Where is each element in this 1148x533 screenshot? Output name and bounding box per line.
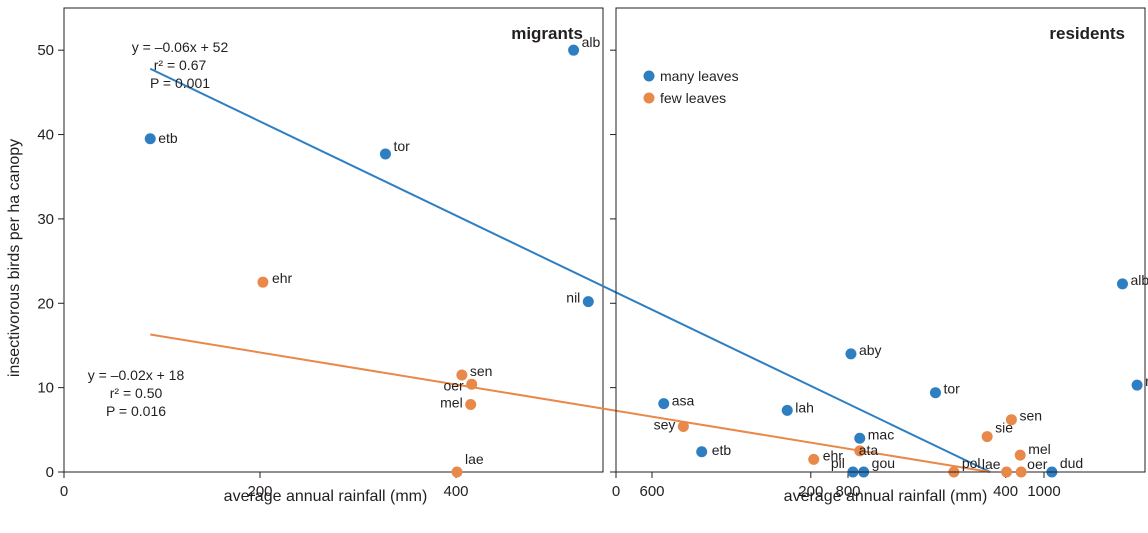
- x-tick-label: 200: [798, 483, 823, 500]
- point-label-mac: mac: [868, 426, 894, 442]
- point-label-oer: oer: [443, 377, 464, 393]
- point-label-nil: nil: [1145, 373, 1148, 389]
- x-axis-label: average annual rainfall (mm): [784, 488, 988, 505]
- regression-r2: r² = 0.50: [110, 385, 163, 401]
- residents-panel: 0 200 400 600 800 1000 average annual rainfall…: [610, 7, 1148, 505]
- regression-line: [149, 67, 991, 473]
- point-label-alb: alb: [582, 34, 601, 50]
- point-label-etb: etb: [158, 130, 178, 146]
- x-tick-label: 200: [247, 483, 272, 500]
- x-axis-label: average annual rainfall (mm): [224, 488, 428, 505]
- migrants-panel: 0 200 400 600 800 1000 0 10 20 30 40 50 average annu…: [37, 7, 1083, 505]
- point-label-sey: sey: [654, 416, 676, 432]
- point-label-gou: gou: [872, 455, 895, 471]
- point-label-sen: sen: [1019, 408, 1042, 424]
- data-point-etb: [144, 133, 156, 145]
- data-point-asa: [658, 398, 670, 410]
- y-tick-label: 20: [37, 295, 54, 312]
- panel-title: migrants: [511, 24, 583, 43]
- regression-p: P = 0.016: [106, 403, 166, 419]
- data-point-tor: [379, 148, 391, 160]
- x-tick-label: 0: [612, 483, 620, 500]
- point-label-asa: asa: [672, 393, 695, 409]
- legend-label-few: few leaves: [660, 90, 726, 106]
- data-point-ehr: [808, 453, 820, 465]
- data-point-sie: [981, 431, 993, 443]
- data-point-aby: [845, 348, 857, 360]
- x-tick-label: 400: [443, 483, 468, 500]
- legend-label-many: many leaves: [660, 68, 739, 84]
- data-point-mac: [854, 432, 866, 444]
- legend-marker-many: [643, 70, 655, 82]
- x-tick-label: 600: [639, 483, 664, 500]
- regression-r2: r² = 0.67: [154, 57, 207, 73]
- data-point-alb: [568, 44, 580, 56]
- regression-equation: y = –0.02x + 18: [88, 367, 185, 383]
- x-tick-label: 400: [993, 483, 1018, 500]
- point-label-pol: pol: [962, 455, 981, 471]
- point-label-ehr: ehr: [272, 270, 293, 286]
- point-label-nil: nil: [566, 290, 580, 306]
- data-point-oer: [1015, 466, 1027, 478]
- data-point-nil: [1131, 379, 1143, 391]
- point-label-dud: dud: [1060, 455, 1083, 471]
- panel-title: residents: [1049, 24, 1125, 43]
- data-point-lae: [451, 466, 463, 478]
- data-point-tor: [929, 387, 941, 399]
- data-point-lah: [781, 404, 793, 416]
- y-tick-label: 30: [37, 211, 54, 228]
- data-point-ata: [854, 445, 866, 457]
- point-label-tor: tor: [393, 138, 410, 154]
- data-point-sen: [1005, 414, 1017, 426]
- point-label-aby: aby: [859, 342, 882, 358]
- data-point-etb: [696, 446, 708, 458]
- x-tick-label: 0: [60, 483, 68, 500]
- regression-p: P = 0.001: [150, 75, 210, 91]
- plot-frame: [615, 7, 1146, 473]
- point-label-alb: alb: [1130, 272, 1148, 288]
- data-point-mel: [1014, 449, 1026, 461]
- plot-frame: [63, 7, 604, 473]
- x-tick-label: 800: [835, 483, 860, 500]
- point-label-etb: etb: [712, 442, 732, 458]
- y-tick-label: 50: [37, 42, 54, 59]
- point-label-oer: oer: [1027, 456, 1048, 472]
- regression-equation: y = –0.06x + 52: [132, 39, 229, 55]
- legend-marker-few: [643, 92, 655, 104]
- y-tick-label: 0: [46, 464, 54, 481]
- y-tick-label: 40: [37, 127, 54, 144]
- data-point-sey: [677, 420, 689, 432]
- point-label-sen: sen: [470, 363, 493, 379]
- point-label-lae: lae: [465, 451, 484, 467]
- point-label-tor: tor: [943, 381, 960, 397]
- x-tick-label: 1000: [1027, 483, 1060, 500]
- point-label-mel: mel: [1028, 441, 1051, 457]
- data-point-lae: [1001, 466, 1013, 478]
- data-point-alb: [1116, 278, 1128, 290]
- point-label-lae: lae: [982, 456, 1001, 472]
- point-label-lah: lah: [795, 399, 814, 415]
- point-label-ehr: ehr: [823, 447, 844, 463]
- data-point-ehr: [257, 276, 269, 288]
- y-axis-label: insectivorous birds per ha canopy: [6, 139, 23, 377]
- data-point-sen: [456, 369, 468, 381]
- regression-line: [150, 333, 991, 473]
- y-tick-label: 10: [37, 380, 54, 397]
- data-point-oer: [466, 378, 478, 390]
- point-label-pil: pil: [831, 455, 845, 471]
- point-label-mel: mel: [440, 395, 463, 411]
- point-label-ata: ata: [859, 442, 879, 458]
- data-point-nil: [582, 296, 594, 308]
- data-point-mel: [465, 399, 477, 411]
